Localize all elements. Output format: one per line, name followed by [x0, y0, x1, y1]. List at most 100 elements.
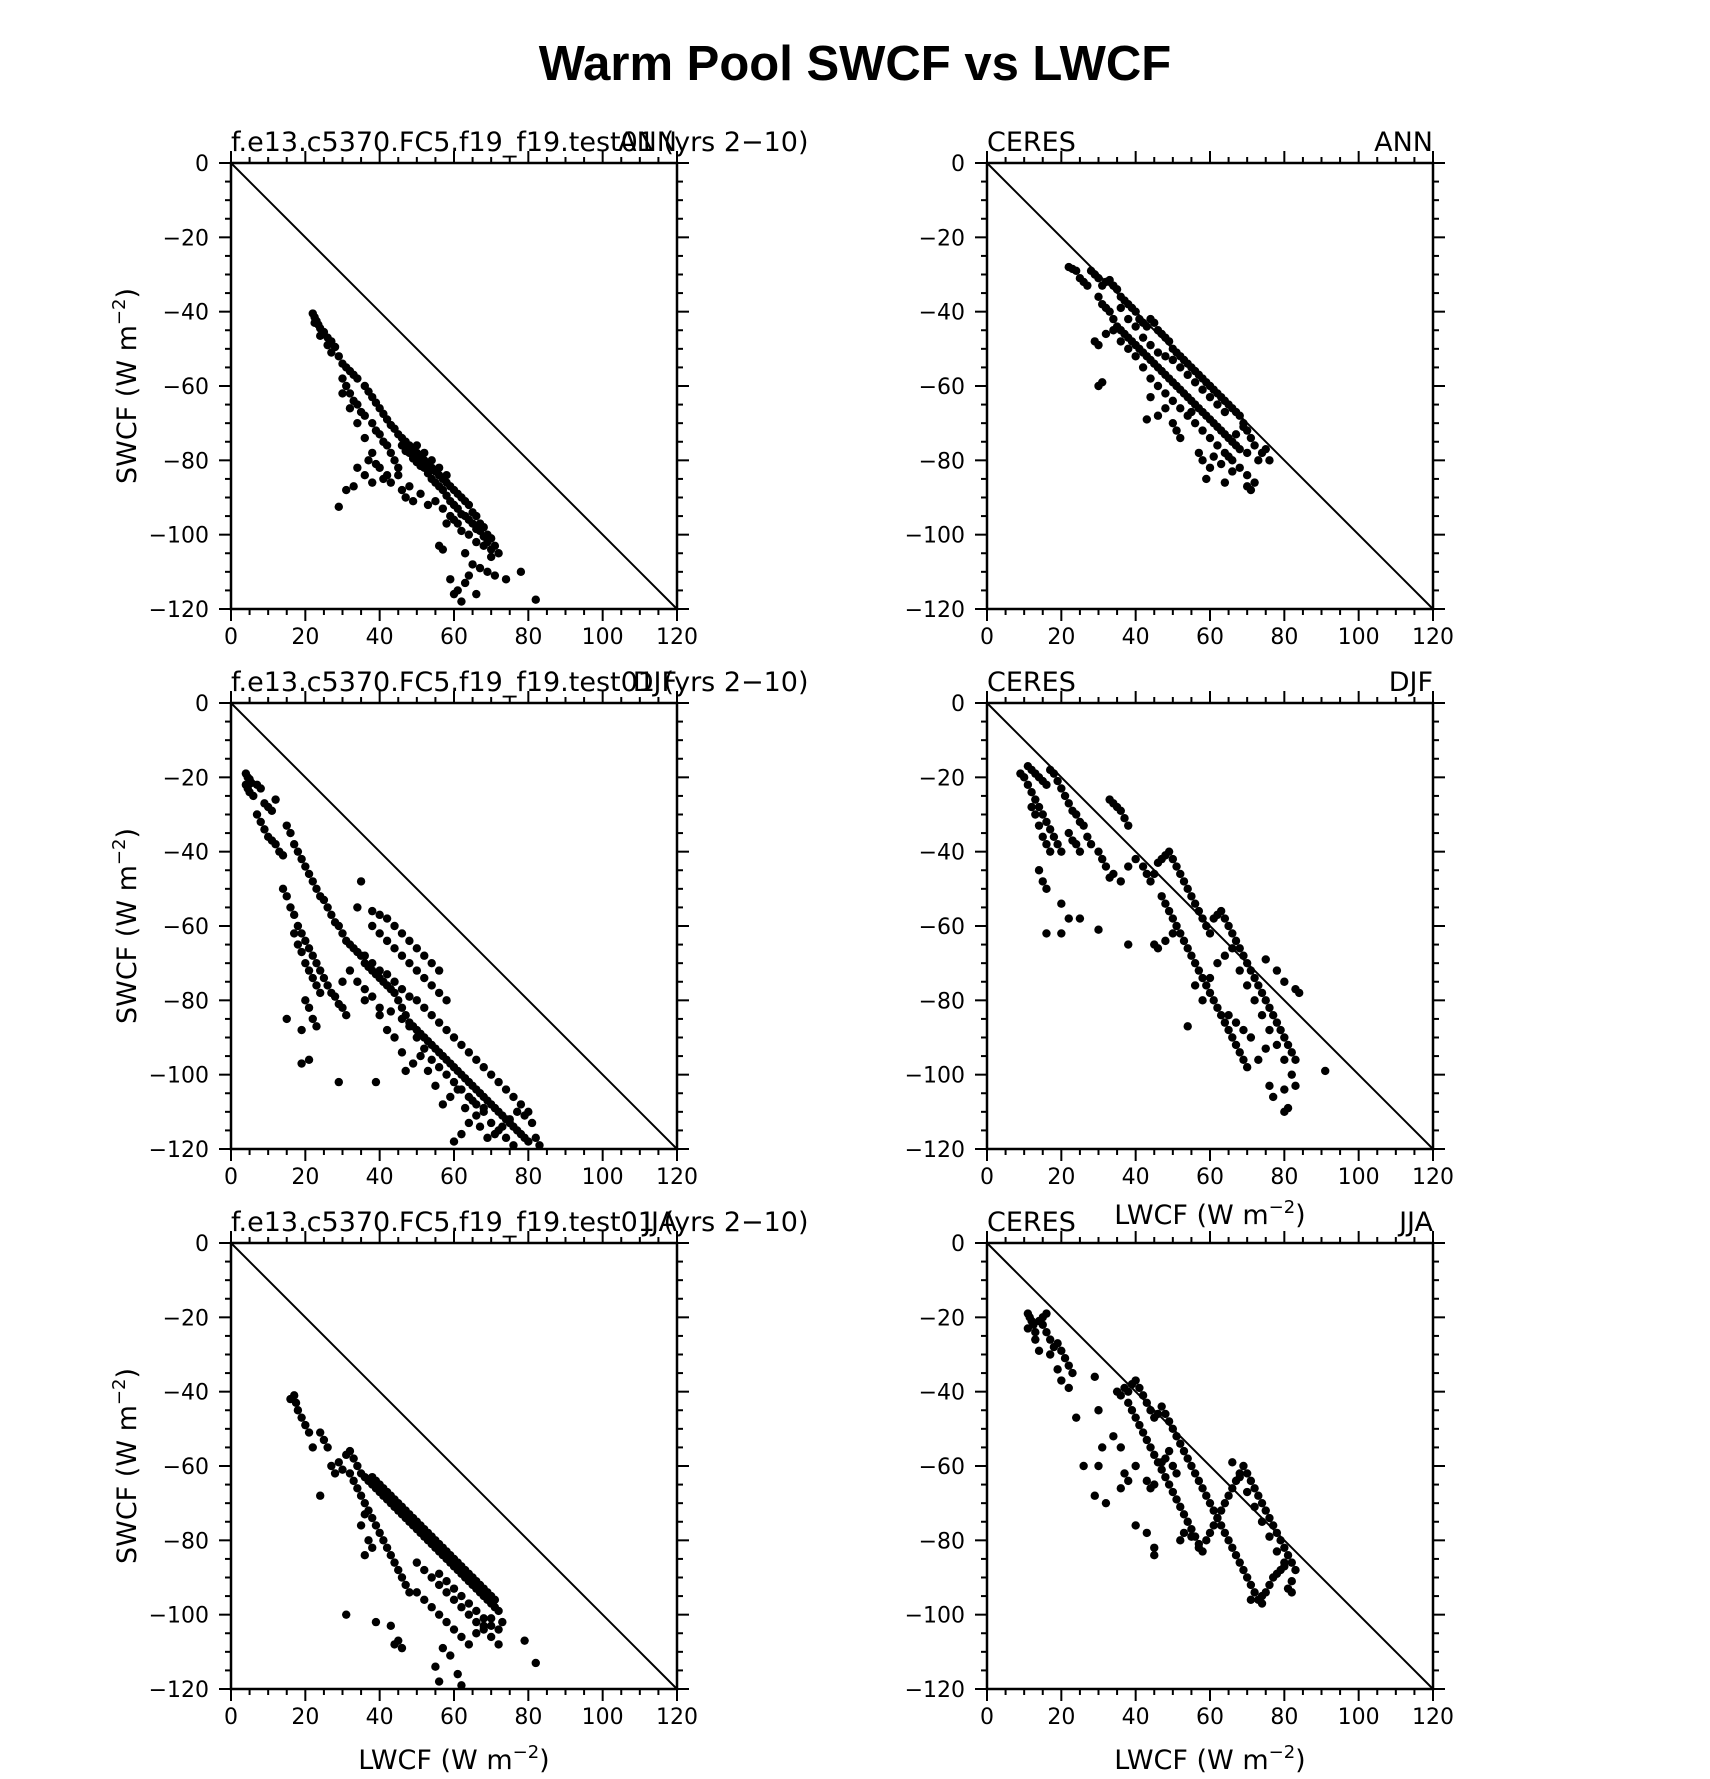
data-point: [291, 1398, 301, 1408]
data-point: [397, 1048, 407, 1057]
data-point: [1131, 1521, 1140, 1530]
data-point: [1157, 1402, 1166, 1411]
y-tick-label: −60: [163, 1455, 209, 1480]
data-point: [472, 1111, 481, 1120]
data-point: [360, 411, 369, 420]
data-point: [472, 1617, 481, 1627]
data-point: [420, 951, 429, 960]
y-tick-label: −20: [163, 1306, 209, 1331]
data-point: [464, 1599, 474, 1608]
data-point: [412, 1033, 422, 1042]
x-tick-label: 20: [291, 1165, 319, 1190]
data-point: [1172, 1495, 1181, 1504]
data-point: [1038, 810, 1047, 819]
data-point: [434, 1610, 444, 1619]
data-point: [1172, 426, 1181, 435]
y-tick-label: −40: [919, 1381, 965, 1406]
data-point: [1072, 1413, 1081, 1422]
data-point: [1019, 773, 1029, 782]
data-point: [427, 1011, 436, 1020]
data-point: [1131, 352, 1140, 361]
data-point: [1213, 1003, 1222, 1012]
data-point: [1291, 1081, 1300, 1091]
y-tick-label: −40: [919, 301, 965, 326]
season-label: ANN: [618, 127, 677, 158]
x-tick-label: 80: [514, 1705, 542, 1730]
data-point: [457, 597, 466, 606]
data-point: [405, 958, 414, 968]
data-point: [323, 981, 332, 990]
data-point: [1142, 1398, 1152, 1408]
data-point: [386, 1007, 396, 1016]
data-point: [360, 984, 369, 994]
panel-ceres-ann: 0 20 40 60 80 100 120 0 −20 −40 −60 −80 −100 −120 CERE…: [905, 127, 1454, 650]
data-point: [1179, 936, 1189, 946]
data-point: [1183, 1517, 1192, 1526]
data-point: [308, 973, 317, 983]
y-tick-label: −60: [919, 915, 965, 940]
data-point: [1038, 1320, 1047, 1329]
data-point: [1239, 951, 1248, 960]
data-point: [1190, 981, 1200, 990]
x-tick-label: 80: [1270, 1705, 1298, 1730]
data-point: [271, 795, 280, 804]
data-point: [1057, 1376, 1066, 1385]
data-point: [312, 884, 321, 894]
data-point: [271, 840, 280, 849]
data-point: [390, 921, 399, 931]
data-point: [427, 1055, 436, 1065]
data-point: [516, 1100, 526, 1109]
data-point: [1205, 988, 1215, 998]
data-point: [1176, 1439, 1185, 1448]
data-point: [423, 500, 433, 510]
data-point: [1153, 381, 1163, 391]
data-point: [1142, 322, 1152, 331]
x-tick-label: 20: [291, 1705, 319, 1730]
data-point: [1098, 378, 1107, 387]
data-point: [368, 906, 377, 916]
data-point: [434, 1569, 444, 1578]
data-point: [334, 502, 343, 511]
data-point: [1239, 1055, 1248, 1065]
x-tick-label: 60: [440, 1165, 468, 1190]
data-point: [1098, 854, 1107, 864]
data-point: [479, 1621, 488, 1631]
data-point: [1268, 1521, 1278, 1530]
data-point: [1257, 988, 1267, 998]
data-point: [1168, 396, 1178, 406]
data-point: [368, 992, 377, 1001]
data-point: [282, 892, 291, 901]
x-tick-label: 120: [656, 1165, 698, 1190]
data-point: [375, 929, 384, 938]
data-point: [501, 1133, 511, 1143]
reference-line: [230, 1242, 678, 1690]
data-point: [1242, 482, 1252, 491]
data-point: [316, 331, 325, 341]
data-point: [427, 981, 436, 990]
data-point: [360, 1510, 369, 1519]
data-point: [1168, 1487, 1178, 1497]
data-point: [304, 966, 314, 975]
data-point: [1257, 1517, 1267, 1526]
data-point: [1038, 832, 1047, 841]
data-point: [1068, 1368, 1077, 1378]
data-point: [420, 1003, 429, 1012]
data-point: [1272, 1040, 1282, 1050]
data-point: [457, 1603, 466, 1612]
data-point: [1090, 1491, 1099, 1500]
x-tick-label: 60: [1196, 1705, 1224, 1730]
data-point: [1131, 307, 1140, 316]
data-point: [397, 951, 407, 960]
data-point: [1228, 467, 1237, 476]
data-point: [1280, 1055, 1289, 1065]
data-point: [1034, 1346, 1044, 1355]
data-point: [1198, 973, 1207, 983]
data-point: [1131, 854, 1140, 864]
y-tick-label: −100: [905, 1604, 965, 1629]
data-point: [1268, 1092, 1278, 1102]
data-point: [249, 791, 258, 801]
y-tick-label: −80: [919, 1529, 965, 1554]
data-point: [338, 389, 347, 398]
data-point: [1150, 1551, 1159, 1560]
